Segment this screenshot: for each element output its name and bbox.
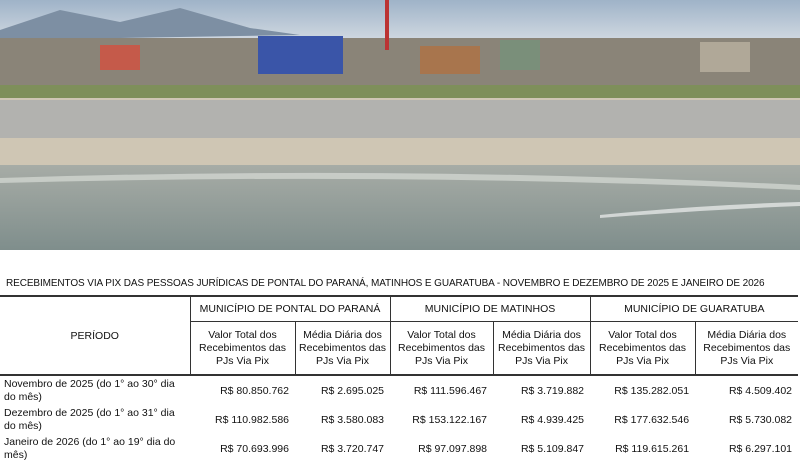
value-cell: R$ 5.109.847 — [520, 442, 585, 455]
total-column-header: Valor Total dos Recebimentos das PJs Via… — [589, 321, 696, 375]
value-cell: R$ 3.719.882 — [520, 384, 585, 397]
municipality-header: MUNICÍPIO DE PONTAL DO PARANÁ — [189, 296, 391, 322]
municipality-header: MUNICÍPIO DE MATINHOS — [389, 296, 591, 322]
value-cell: R$ 119.615.261 — [615, 442, 690, 455]
value-cell: R$ 111.596.467 — [413, 384, 488, 397]
value-cell: R$ 3.720.747 — [320, 442, 385, 455]
value-cell: R$ 2.695.025 — [320, 384, 385, 397]
pix-receipts-table: PERÍODO MUNICÍPIO DE PONTAL DO PARANÁ MU… — [0, 295, 799, 463]
period-cell: Dezembro de 2025 (do 1° ao 31° dia do mê… — [4, 406, 175, 432]
average-column-header: Média Diária dos Recebimentos das PJs Vi… — [492, 321, 591, 375]
value-cell: R$ 6.297.101 — [728, 442, 793, 455]
period-cell: Novembro de 2025 (do 1° ao 30° dia do mê… — [4, 377, 175, 403]
period-header: PERÍODO — [0, 296, 191, 376]
value-cell: R$ 3.580.083 — [320, 413, 385, 426]
value-cell: R$ 4.509.402 — [728, 384, 793, 397]
period-cell: Janeiro de 2026 (do 1° ao 19° dia do mês… — [4, 435, 176, 461]
average-column-header: Média Diária dos Recebimentos das PJs Vi… — [694, 321, 799, 375]
value-cell: R$ 97.097.898 — [418, 442, 488, 455]
value-cell: R$ 135.282.051 — [614, 384, 690, 397]
total-column-header: Valor Total dos Recebimentos das PJs Via… — [389, 321, 494, 375]
table-title: RECEBIMENTOS VIA PIX DAS PESSOAS JURÍDIC… — [6, 278, 765, 289]
value-cell: R$ 4.939.425 — [520, 413, 585, 426]
value-cell: R$ 80.850.762 — [220, 384, 289, 397]
table-row: Novembro de 2025 (do 1° ao 30° dia do mê… — [0, 375, 798, 405]
value-cell: R$ 110.982.586 — [215, 413, 289, 426]
value-cell: R$ 70.693.996 — [220, 442, 289, 455]
average-column-header: Média Diária dos Recebimentos das PJs Vi… — [294, 321, 391, 375]
value-cell: R$ 153.122.167 — [412, 413, 488, 426]
table-row: Janeiro de 2026 (do 1° ao 19° dia do mês… — [0, 434, 798, 463]
value-cell: R$ 177.632.546 — [614, 413, 690, 426]
beach-photo — [0, 0, 800, 250]
total-column-header: Valor Total dos Recebimentos das PJs Via… — [189, 321, 295, 375]
table-row: Dezembro de 2025 (do 1° ao 31° dia do mê… — [0, 405, 798, 434]
municipality-header: MUNICÍPIO DE GUARATUBA — [589, 296, 799, 322]
value-cell: R$ 5.730.082 — [728, 413, 793, 426]
